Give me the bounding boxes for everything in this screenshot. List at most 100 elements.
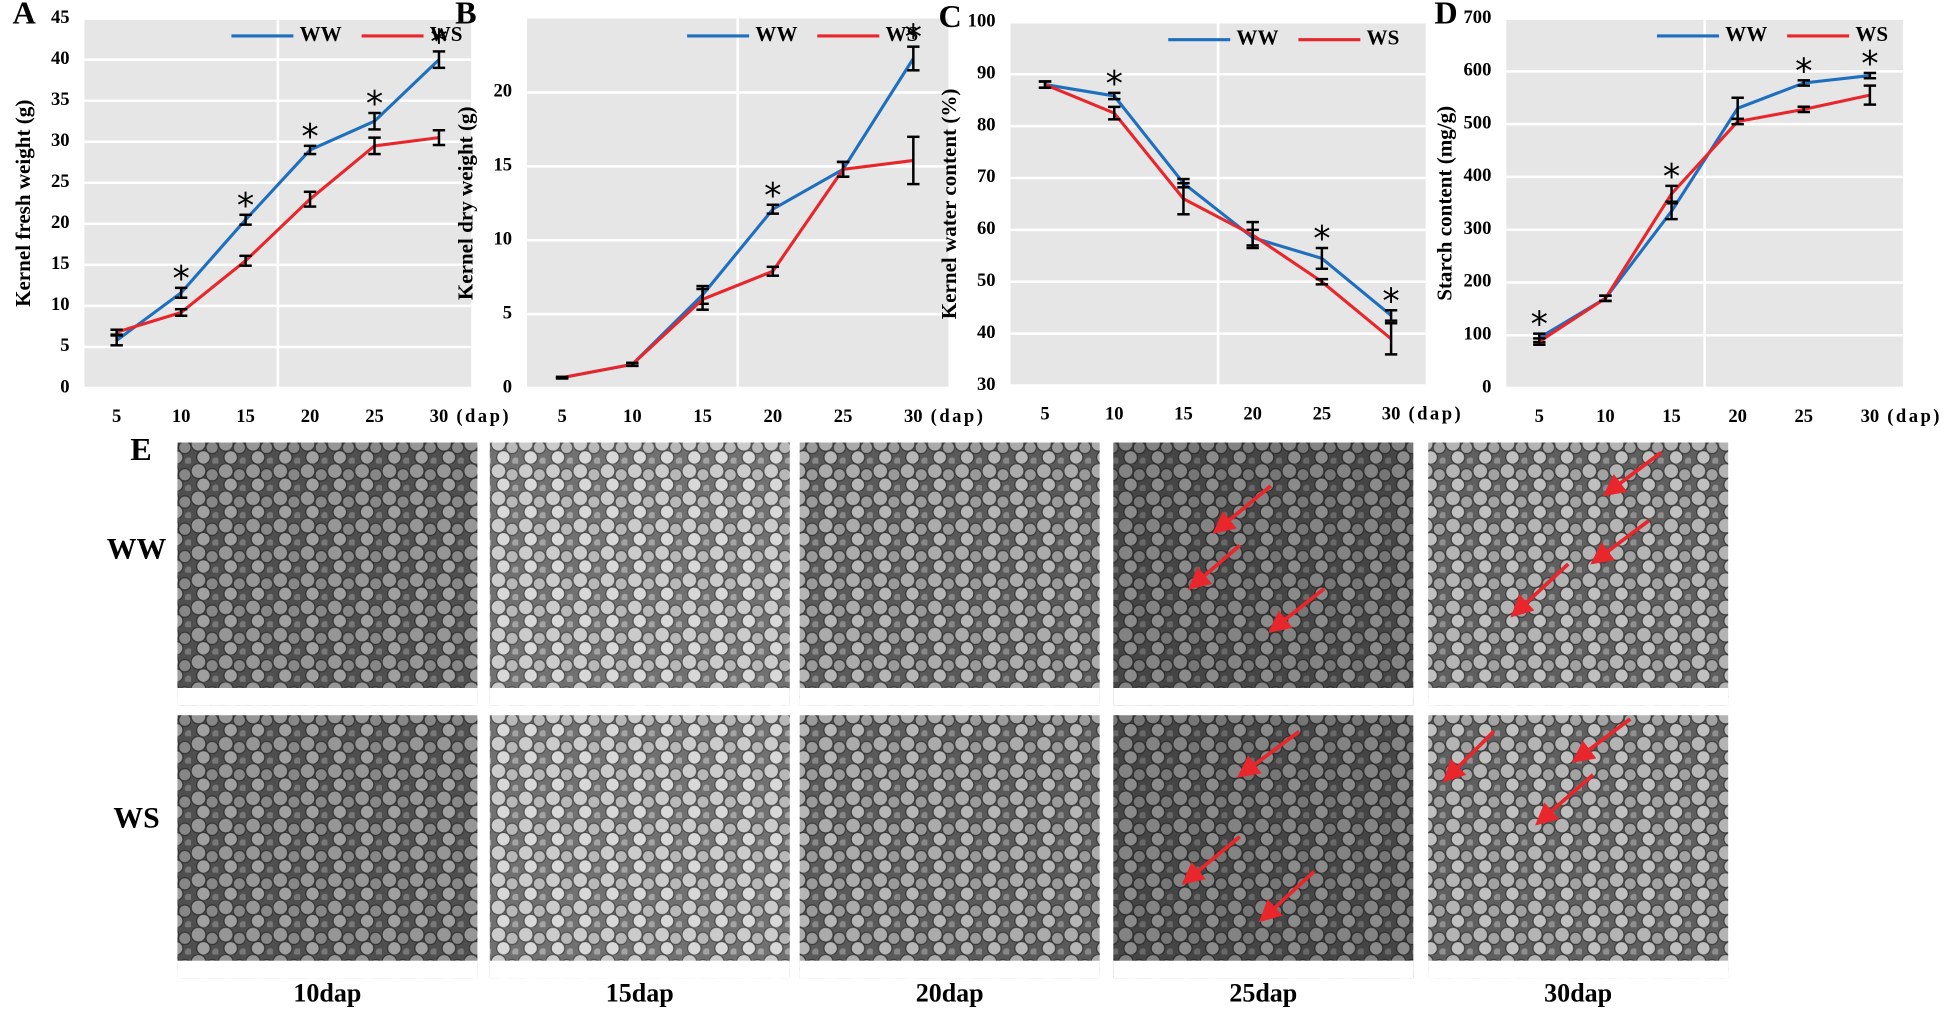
y-tick-label: 0 (503, 376, 512, 397)
y-tick-label: 40 (51, 48, 70, 69)
x-tick-label: 25 (1794, 406, 1813, 427)
error-bar (1315, 246, 1329, 271)
significance-mark: * (1861, 45, 1878, 85)
sem-shade (1113, 715, 1414, 979)
error-bar (1315, 277, 1329, 286)
red-arrow (1602, 450, 1663, 497)
y-tick-label: 400 (1464, 165, 1492, 186)
error-bar (836, 160, 850, 178)
red-arrow (1510, 562, 1570, 618)
error-bar (303, 190, 317, 208)
sem-shade (177, 442, 478, 706)
panel-label: E (130, 431, 152, 467)
sem-shade (799, 442, 1100, 706)
significance-mark: * (1531, 305, 1548, 345)
x-tick-label: 25 (1313, 404, 1332, 425)
error-bar (432, 128, 446, 147)
legend-label: WS (885, 22, 918, 46)
significance-mark: * (301, 117, 318, 157)
x-tick-label: 30 (1382, 404, 1401, 425)
sem-image (177, 715, 478, 979)
x-tick-label: 20 (764, 406, 783, 427)
sem-image (799, 442, 1100, 706)
red-arrow (1237, 729, 1301, 778)
x-tick-label: 20 (301, 406, 320, 427)
sem-info-bar (489, 960, 790, 979)
error-bar (1533, 337, 1546, 346)
y-tick-label: 70 (977, 166, 996, 187)
error-bar (1665, 184, 1678, 203)
y-tick-label: 20 (51, 212, 70, 233)
y-tick-label: 10 (51, 294, 70, 315)
error-bar (626, 361, 639, 368)
significance-mark: * (1795, 52, 1812, 92)
legend-label: WS (1367, 25, 1400, 49)
x-axis-label: (dap) (456, 406, 511, 427)
sem-image (1113, 442, 1414, 706)
panel-label: A (13, 0, 37, 31)
panel-label: D (1434, 0, 1457, 31)
significance-mark: * (237, 186, 254, 226)
column-label: 30dap (1544, 978, 1612, 1007)
error-bar (1384, 322, 1398, 356)
error-bar (303, 144, 317, 156)
x-tick-label: 30 (1861, 406, 1880, 427)
y-tick-label: 20 (494, 81, 513, 102)
y-tick-label: 10 (494, 229, 513, 250)
error-bar (239, 254, 252, 267)
error-bar (555, 375, 569, 380)
significance-mark: * (1382, 282, 1399, 322)
red-arrow (1258, 870, 1316, 923)
x-tick-label: 10 (1105, 404, 1124, 425)
legend-label: WW (1236, 25, 1278, 49)
x-tick-label: 25 (365, 406, 384, 427)
y-tick-label: 50 (977, 270, 996, 291)
y-axis-label: Kernel fresh weight (g) (11, 100, 35, 307)
sem-shade (799, 715, 1100, 979)
y-tick-label: 500 (1464, 112, 1492, 133)
y-tick-label: 60 (977, 218, 996, 239)
sem-shade (489, 442, 790, 706)
sem-image (177, 442, 478, 706)
data-line (116, 136, 440, 334)
x-tick-label: 20 (1728, 406, 1747, 427)
column-label: 15dap (606, 978, 674, 1007)
x-tick-label: 30 (430, 406, 449, 427)
x-tick-label: 25 (834, 406, 853, 427)
red-arrow (1187, 544, 1241, 590)
panel-label: B (455, 0, 477, 31)
y-tick-label: 90 (977, 62, 996, 83)
error-bar (1177, 181, 1190, 216)
sem-image (799, 715, 1100, 979)
red-arrow (1181, 835, 1241, 885)
legend-label: WS (1855, 22, 1888, 46)
significance-mark: * (172, 259, 189, 299)
significance-mark: * (1663, 157, 1680, 197)
x-axis-label: (dap) (1408, 404, 1463, 425)
significance-mark: * (1106, 64, 1123, 104)
red-arrow (1268, 587, 1326, 633)
red-arrow (1212, 484, 1272, 534)
chart-panel: 0 5 10 15 20 5 10 15 20 25 30 (dap) Kernel dry weigh… (453, 0, 983, 427)
chart-panel: 0 5 10 15 20 25 30 35 40 45 5 10 15 20 25 30 (dap) Kernel… (11, 0, 511, 427)
sem-info-bar (1113, 960, 1414, 979)
sem-info-bar (1428, 687, 1729, 706)
x-tick-label: 15 (1174, 404, 1193, 425)
error-bar (1599, 294, 1612, 303)
data-line (1538, 93, 1871, 343)
y-tick-label: 200 (1464, 271, 1492, 292)
error-bar (907, 135, 920, 186)
error-bar (1797, 105, 1810, 114)
y-tick-label: 30 (51, 130, 70, 151)
error-bar (766, 203, 780, 215)
x-tick-label: 5 (1040, 404, 1049, 425)
red-arrow (1442, 730, 1496, 783)
error-bar (239, 213, 252, 226)
error-bar (110, 328, 123, 336)
significance-mark: * (1313, 220, 1330, 260)
sem-image (1428, 442, 1729, 706)
y-axis-label: Kernel dry weight (g) (453, 106, 477, 300)
significance-mark: * (366, 85, 383, 125)
y-axis-label: Starch content (mg/g) (1433, 106, 1457, 301)
